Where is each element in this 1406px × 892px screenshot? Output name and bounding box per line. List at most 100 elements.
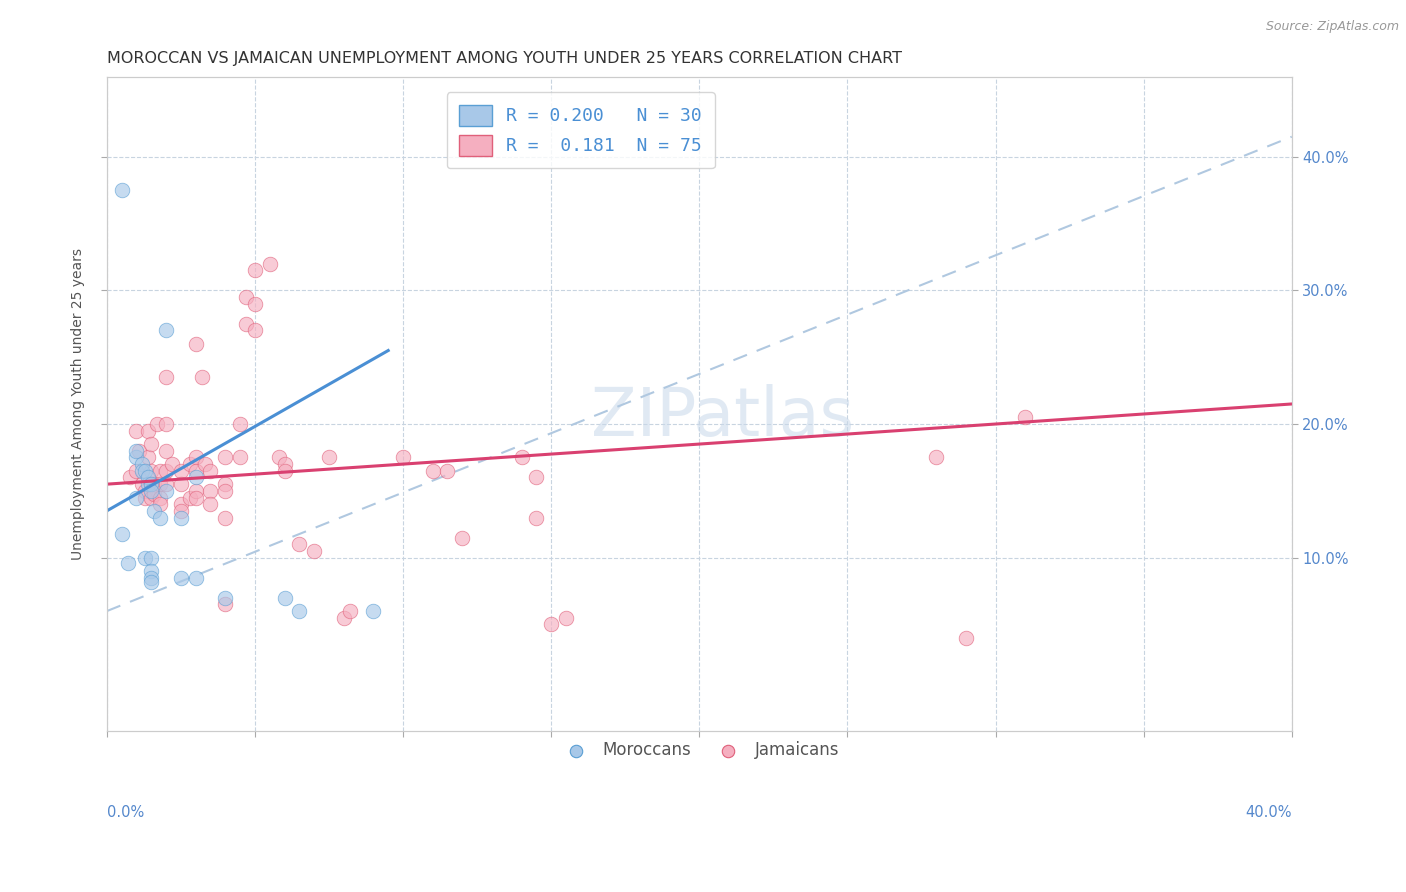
Point <box>392 450 415 465</box>
Point <box>134 550 156 565</box>
Point <box>259 257 281 271</box>
Point <box>422 464 444 478</box>
Point <box>155 443 177 458</box>
Point <box>273 591 295 605</box>
Point <box>184 450 207 465</box>
Point <box>273 464 295 478</box>
Point <box>125 464 148 478</box>
Point <box>229 450 252 465</box>
Point <box>155 323 177 337</box>
Point <box>200 464 222 478</box>
Y-axis label: Unemployment Among Youth under 25 years: Unemployment Among Youth under 25 years <box>72 248 86 560</box>
Point <box>184 470 207 484</box>
Point <box>179 457 201 471</box>
Point <box>190 370 212 384</box>
Point <box>141 477 163 491</box>
Point <box>141 564 163 578</box>
Point <box>214 483 236 498</box>
Point <box>141 574 163 589</box>
Point <box>510 450 533 465</box>
Point <box>170 464 193 478</box>
Point <box>193 457 215 471</box>
Point <box>131 477 153 491</box>
Point <box>1014 410 1036 425</box>
Point <box>143 486 166 500</box>
Point <box>143 477 166 491</box>
Point <box>243 323 266 337</box>
Point <box>155 464 177 478</box>
Point <box>155 417 177 431</box>
Point <box>160 457 183 471</box>
Point <box>214 450 236 465</box>
Legend: Moroccans, Jamaicans: Moroccans, Jamaicans <box>553 734 846 765</box>
Point <box>363 604 385 618</box>
Point <box>149 464 172 478</box>
Point <box>214 591 236 605</box>
Point <box>155 370 177 384</box>
Point <box>540 617 562 632</box>
Point <box>339 604 361 618</box>
Point <box>131 464 153 478</box>
Point <box>243 263 266 277</box>
Point <box>110 183 132 197</box>
Point <box>143 504 166 518</box>
Point <box>184 483 207 498</box>
Point <box>155 483 177 498</box>
Point <box>149 477 172 491</box>
Point <box>125 450 148 465</box>
Point <box>333 611 356 625</box>
Point <box>235 317 257 331</box>
Point <box>146 417 169 431</box>
Point <box>214 598 236 612</box>
Point <box>184 464 207 478</box>
Point <box>200 483 222 498</box>
Point <box>155 477 177 491</box>
Point <box>128 443 150 458</box>
Point <box>955 631 977 645</box>
Point <box>125 424 148 438</box>
Point <box>141 437 163 451</box>
Point <box>141 483 163 498</box>
Point <box>318 450 340 465</box>
Point <box>110 526 132 541</box>
Point <box>120 470 142 484</box>
Point <box>170 510 193 524</box>
Point <box>134 491 156 505</box>
Point <box>436 464 458 478</box>
Point <box>184 336 207 351</box>
Point <box>141 477 163 491</box>
Text: 0.0%: 0.0% <box>107 805 143 820</box>
Point <box>125 443 148 458</box>
Point <box>149 491 172 505</box>
Point <box>170 571 193 585</box>
Point <box>555 611 578 625</box>
Point <box>170 477 193 491</box>
Point <box>214 510 236 524</box>
Point <box>179 491 201 505</box>
Point <box>136 450 159 465</box>
Text: 40.0%: 40.0% <box>1246 805 1292 820</box>
Point <box>117 556 139 570</box>
Point <box>184 491 207 505</box>
Point <box>200 497 222 511</box>
Point <box>184 571 207 585</box>
Point <box>149 497 172 511</box>
Point <box>235 290 257 304</box>
Point <box>524 470 547 484</box>
Point <box>288 604 311 618</box>
Point <box>267 450 290 465</box>
Point <box>141 491 163 505</box>
Point <box>170 504 193 518</box>
Text: ZIPatlas: ZIPatlas <box>592 384 855 450</box>
Text: Source: ZipAtlas.com: Source: ZipAtlas.com <box>1265 20 1399 33</box>
Point <box>170 497 193 511</box>
Point <box>524 510 547 524</box>
Point <box>131 457 153 471</box>
Point <box>925 450 948 465</box>
Point <box>141 550 163 565</box>
Point <box>136 424 159 438</box>
Point <box>134 464 156 478</box>
Point <box>136 470 159 484</box>
Point <box>141 464 163 478</box>
Point <box>229 417 252 431</box>
